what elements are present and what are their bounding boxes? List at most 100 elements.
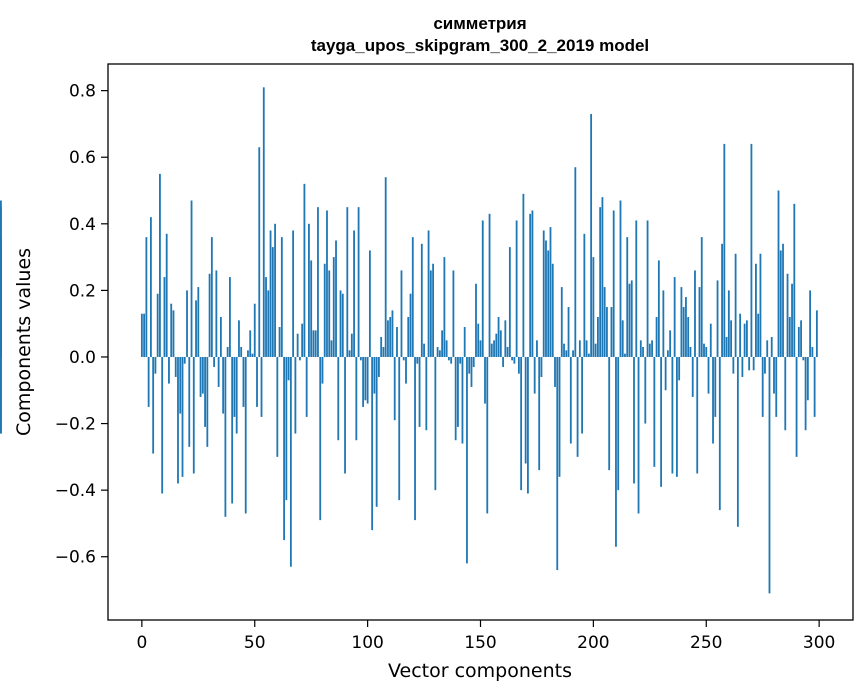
bar-118: [407, 317, 410, 357]
bar-45: [242, 356, 245, 407]
bar-105: [378, 356, 380, 377]
bar-243: [689, 346, 692, 357]
bar-107: [382, 346, 385, 357]
bar-133: [441, 330, 444, 357]
bar-93: [350, 333, 353, 357]
bar-80: [321, 356, 324, 384]
bar-136: [447, 356, 450, 361]
bar-50: [253, 303, 256, 357]
bar-78: [317, 207, 319, 357]
bar-285: [784, 356, 787, 431]
bar-148: [475, 283, 477, 357]
bar-232: [664, 356, 667, 391]
bar-282: [777, 190, 780, 357]
bar-32: [213, 356, 216, 367]
bar-44: [240, 346, 243, 357]
bar-236: [673, 277, 676, 357]
bar-194: [578, 340, 581, 357]
bars-group: [0, 87, 818, 594]
bar-234: [669, 330, 672, 357]
bar-233: [666, 350, 669, 357]
x-tick-label: 250: [690, 633, 722, 653]
bar-248: [700, 237, 703, 357]
bar-187: [563, 343, 565, 357]
bar-197: [585, 340, 588, 357]
bar-51: [256, 356, 258, 407]
bar-48: [249, 330, 252, 357]
bar-146: [470, 356, 473, 387]
bar-264: [736, 356, 739, 527]
bar-31: [210, 237, 213, 357]
bar-207: [608, 356, 611, 471]
bar-43: [238, 320, 240, 357]
bar-37: [224, 356, 227, 517]
bar-272: [755, 263, 757, 357]
bar-8: [159, 173, 161, 357]
bar-225: [648, 343, 651, 357]
bar-283: [779, 250, 782, 357]
bar-143: [463, 327, 466, 357]
bar-54: [262, 87, 265, 357]
bar-89: [341, 293, 344, 357]
bar-212: [619, 200, 622, 357]
bar-224: [646, 220, 649, 357]
bar-162: [506, 346, 509, 357]
bar-26: [199, 356, 202, 397]
bar-60: [276, 356, 279, 457]
bar-110: [389, 317, 392, 357]
bar-251: [707, 356, 710, 394]
bar-9: [161, 356, 164, 494]
bar-193: [576, 356, 579, 457]
bar-167: [517, 356, 520, 374]
bar-123: [418, 356, 421, 427]
bar-15: [174, 356, 177, 377]
x-tick-label: 300: [803, 633, 835, 653]
bar-222: [642, 346, 644, 357]
bar-30: [208, 273, 211, 357]
bar-18: [181, 356, 184, 477]
bar-75: [310, 260, 313, 357]
bar-64: [285, 356, 288, 501]
bar-296: [809, 290, 812, 357]
bar-83: [328, 270, 331, 357]
bar-235: [671, 356, 674, 474]
y-tick-label: 0.2: [69, 281, 96, 301]
bar-36: [222, 356, 225, 414]
bar-190: [569, 356, 572, 444]
y-tick-label: 0.0: [69, 348, 96, 368]
bar-130: [434, 356, 437, 491]
bar-191: [572, 350, 574, 357]
bar-241: [685, 297, 687, 357]
bar-120: [411, 237, 414, 357]
bar-151: [481, 220, 484, 357]
bar-112: [393, 356, 396, 421]
y-tick-label: −0.4: [55, 481, 96, 501]
bar-40: [231, 356, 234, 504]
bar-246: [696, 356, 699, 474]
bar-226: [651, 340, 653, 357]
bar-12: [168, 356, 170, 384]
bar-287: [788, 317, 791, 357]
bar-262: [732, 356, 735, 374]
bar-240: [682, 307, 685, 357]
bar-5: [152, 356, 155, 454]
bar-204: [601, 197, 604, 357]
bar-186: [560, 287, 563, 357]
bar-49: [251, 353, 254, 357]
bar-85: [332, 257, 335, 357]
bar-218: [633, 356, 635, 484]
bar-134: [443, 257, 446, 357]
bar-202: [596, 317, 599, 357]
bar-189: [567, 307, 570, 357]
bar-252: [709, 323, 712, 357]
bar-168: [520, 356, 523, 491]
bar-11: [165, 233, 168, 357]
bar-188: [565, 350, 568, 357]
bar-61: [278, 327, 281, 357]
bar-111: [391, 310, 394, 357]
bar-33: [215, 270, 218, 357]
bar-138: [452, 270, 455, 357]
bar-10: [163, 277, 166, 357]
bar-23: [192, 356, 195, 474]
bar-27: [201, 356, 204, 394]
